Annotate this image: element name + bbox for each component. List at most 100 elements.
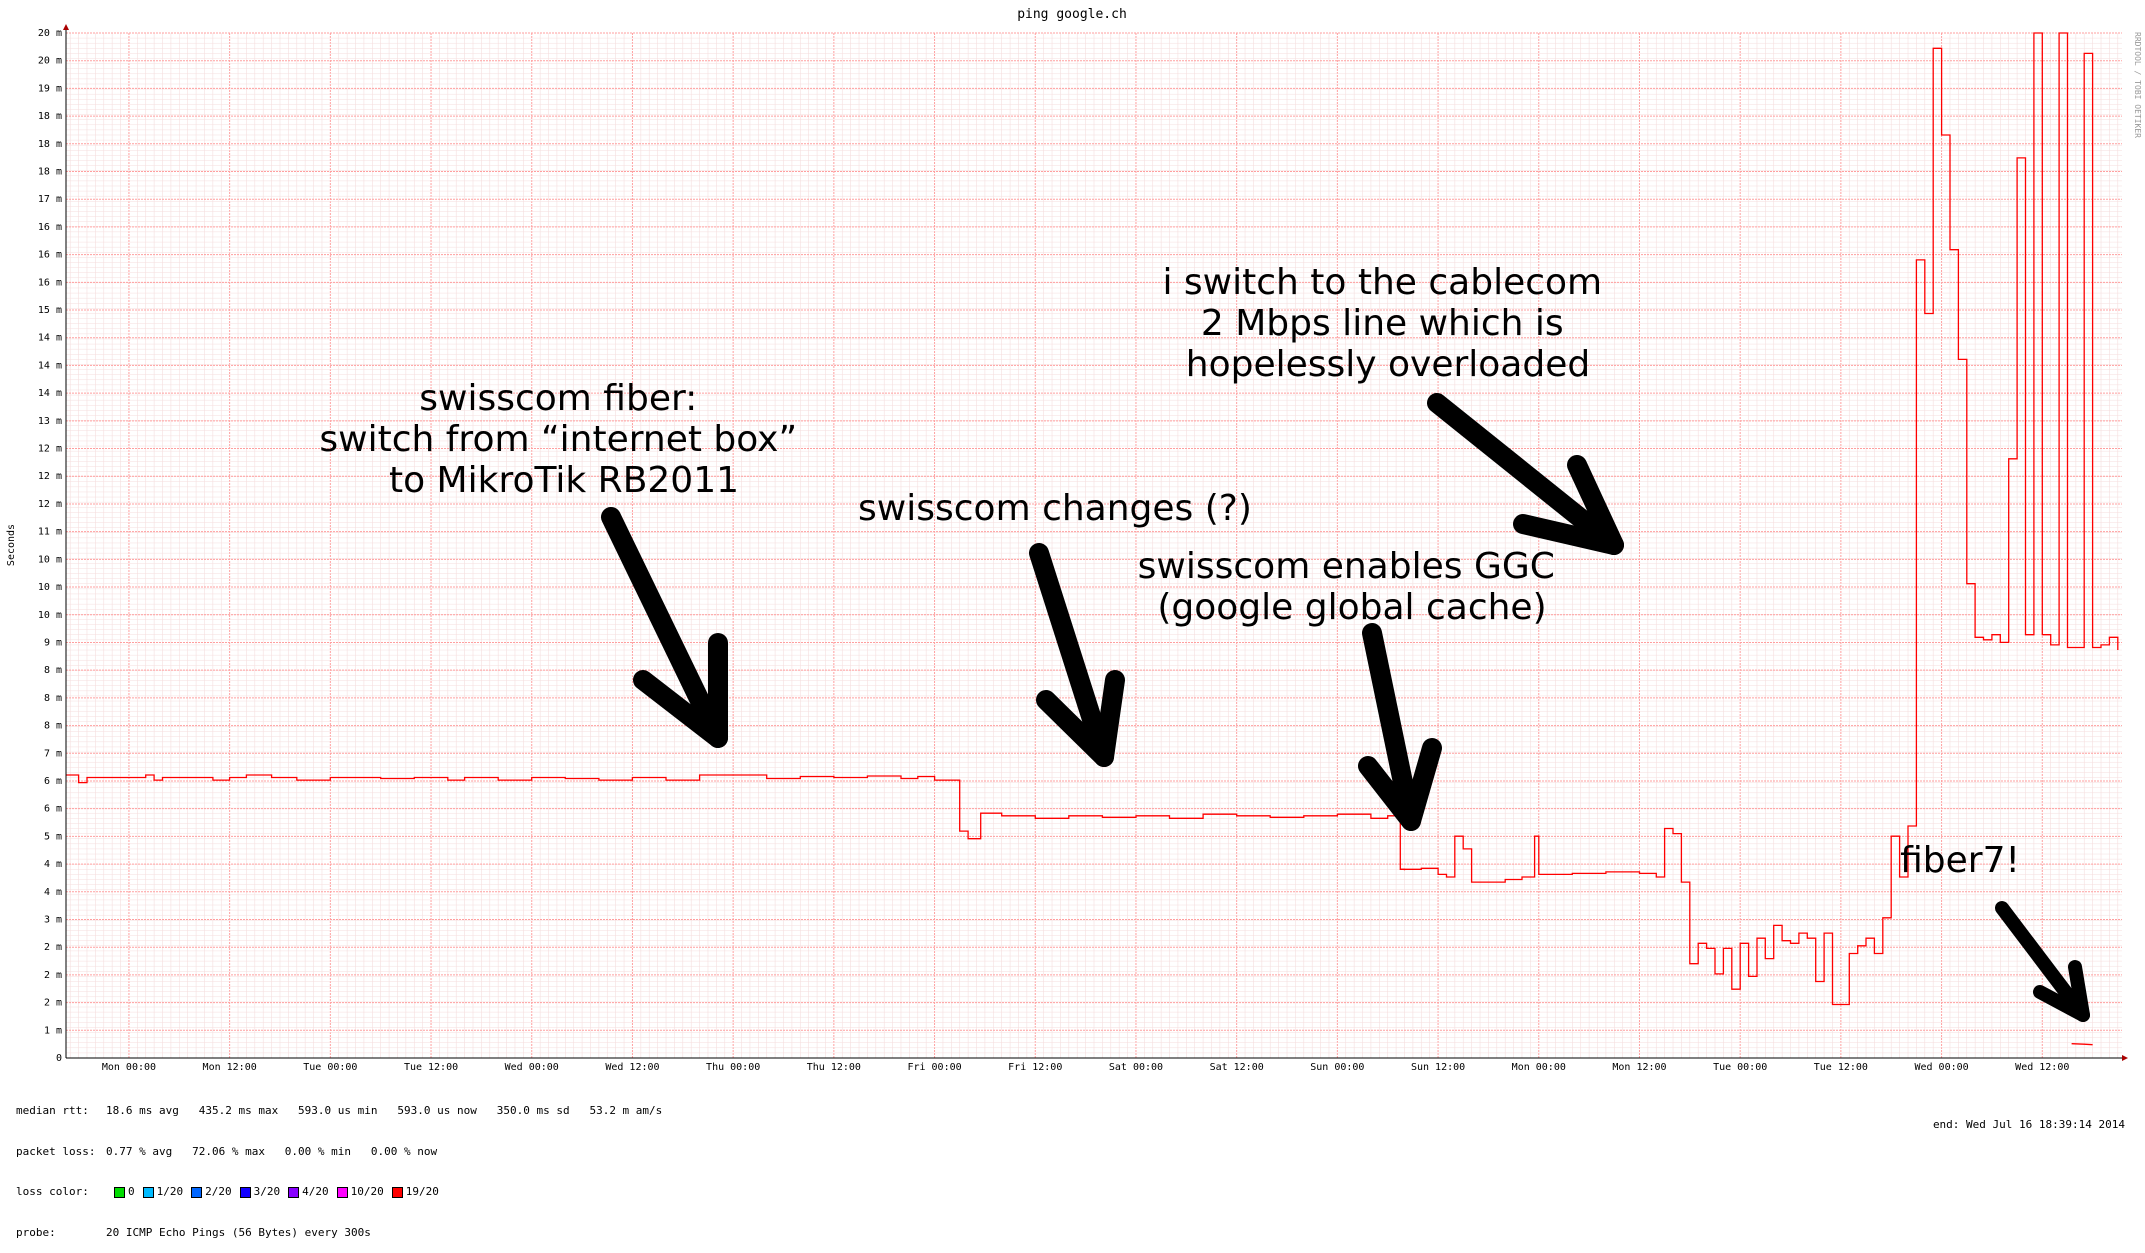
- annotation-line: i switch to the cablecom: [1162, 262, 1602, 303]
- annotation-arrows: [601, 393, 2090, 1022]
- series-line-fiber7: [2071, 1043, 2093, 1046]
- y-tick-label: 8 m: [44, 693, 62, 704]
- annotation-fiber7: fiber7!: [1900, 840, 2020, 881]
- y-tick-label: 20 m: [38, 56, 62, 67]
- watermark: RRDTOOL / TOBI OETIKER: [2133, 32, 2142, 138]
- y-tick-label: 7 m: [44, 748, 62, 759]
- y-tick-label: 14 m: [38, 333, 62, 344]
- loss-color-legend: 0 1/20 2/20 3/20 4/20 10/20 19/20: [106, 1185, 439, 1199]
- x-tick-label: Wed 12:00: [2015, 1062, 2069, 1073]
- x-tick-label: Mon 12:00: [203, 1062, 257, 1073]
- y-tick-label: 3 m: [44, 914, 62, 925]
- x-tick-label: Sun 12:00: [1411, 1062, 1465, 1073]
- legend-footer: median rtt: 18.6 ms avg 435.2 ms max 593.…: [16, 1077, 662, 1253]
- loss-color-swatch: [114, 1186, 125, 1198]
- probe-row: probe: 20 ICMP Echo Pings (56 Bytes) ever…: [16, 1226, 662, 1240]
- y-tick-label: 18 m: [38, 167, 62, 178]
- y-tick-label: 4 m: [44, 887, 62, 898]
- y-tick-label: 16 m: [38, 222, 62, 233]
- y-tick-label: 18 m: [38, 111, 62, 122]
- y-tick-label: 12 m: [38, 471, 62, 482]
- y-tick-label: 2 m: [44, 970, 62, 981]
- y-tick-label: 13 m: [38, 416, 62, 427]
- y-tick-label: 17 m: [38, 194, 62, 205]
- y-tick-label: 8 m: [44, 721, 62, 732]
- y-tick-label: 20 m: [38, 28, 62, 39]
- y-tick-label: 4 m: [44, 859, 62, 870]
- end-timestamp: end: Wed Jul 16 18:39:14 2014: [1932, 1118, 2125, 1131]
- annotation-line: hopelessly overloaded: [1186, 344, 1590, 385]
- y-tick-label: 18 m: [38, 139, 62, 150]
- chart-title: ping google.ch: [1017, 7, 1127, 22]
- y-axis-arrow: [63, 24, 69, 30]
- loss-color-swatch: [142, 1186, 154, 1198]
- y-tick-label: 5 m: [44, 831, 62, 842]
- y-tick-label: 10 m: [38, 610, 62, 621]
- loss-color-label-item: 1/20: [156, 1185, 184, 1198]
- chart-grid: [66, 32, 2122, 1059]
- y-tick-label: 10 m: [38, 582, 62, 593]
- x-tick-label: Wed 12:00: [605, 1062, 659, 1073]
- probe-label: probe:: [16, 1225, 56, 1239]
- y-tick-label: 11 m: [38, 527, 62, 538]
- x-tick-label: Thu 00:00: [706, 1062, 760, 1073]
- y-tick-label: 12 m: [38, 444, 62, 455]
- arrow-icon: [601, 507, 728, 748]
- annotation-swisscom-fiber: swisscom fiber: switch from “internet bo…: [319, 378, 808, 501]
- loss-color-row: loss color: 0 1/20 2/20 3/20 4/20 10/20 19/20: [16, 1185, 662, 1199]
- annotation-cablecom: i switch to the cablecom 2 Mbps line whi…: [1162, 262, 1613, 385]
- loss-color-swatch: [239, 1186, 251, 1198]
- loss-color-label-item: 3/20: [253, 1185, 281, 1198]
- x-tick-label: Mon 00:00: [102, 1062, 156, 1073]
- arrow-icon: [1995, 901, 2090, 1022]
- y-tick-label: 0: [56, 1053, 62, 1064]
- y-tick-label: 15 m: [38, 305, 62, 316]
- loss-color-swatch: [191, 1186, 203, 1198]
- x-tick-label: Thu 12:00: [807, 1062, 861, 1073]
- annotation-line: swisscom fiber:: [419, 378, 697, 419]
- loss-color-swatch: [336, 1186, 348, 1198]
- annotation-line: 2 Mbps line which is: [1201, 303, 1564, 344]
- y-tick-label: 16 m: [38, 250, 62, 261]
- x-tick-label: Sun 00:00: [1310, 1062, 1364, 1073]
- loss-color-label-item: 4/20: [302, 1185, 329, 1198]
- y-tick-label: 10 m: [38, 554, 62, 565]
- series-line: [1400, 868, 1406, 871]
- annotation-line: swisscom changes (?): [858, 488, 1252, 529]
- y-tick-label: 2 m: [44, 942, 62, 953]
- annotation-line: fiber7!: [1900, 840, 2020, 881]
- annotation-line: (google global cache): [1157, 587, 1546, 628]
- annotation-line: swisscom enables GGC: [1138, 546, 1555, 587]
- loss-color-label-item: 10/20: [350, 1185, 384, 1198]
- y-axis-ticks: 0 1 m 2 m 2 m 2 m 3 m 4 m 4 m 5 m 6 m 6 m 7 m 8 m 8 m…: [38, 28, 62, 1064]
- ping-chart: 0 1 m 2 m 2 m 2 m 3 m 4 m 4 m 5 m 6 m 6 m 7 m 8 m 8 m…: [6, 7, 2142, 1073]
- packet-loss-label: packet loss:: [16, 1144, 96, 1158]
- arrow-icon: [1358, 623, 1442, 831]
- y-tick-label: 16 m: [38, 277, 62, 288]
- y-tick-label: 1 m: [44, 1025, 62, 1036]
- loss-color-label: loss color:: [16, 1185, 89, 1198]
- annotation-line: switch from “internet box”: [319, 419, 797, 460]
- median-rtt-label: median rtt:: [16, 1104, 89, 1117]
- x-tick-label: Mon 00:00: [1512, 1062, 1566, 1073]
- annotation-line: to MikroTik RB2011: [389, 460, 739, 501]
- packet-loss-value: 0.77 % avg 72.06 % max 0.00 % min 0.00 %…: [106, 1144, 438, 1158]
- x-tick-label: Tue 00:00: [303, 1062, 357, 1073]
- annotation-swisscom-ggc: swisscom enables GGC (google global cach…: [1138, 546, 1567, 628]
- series-line: [66, 32, 2119, 1006]
- loss-color-label-item: 19/20: [405, 1185, 439, 1198]
- median-rtt-value: 18.6 ms avg 435.2 ms max 593.0 us min 59…: [106, 1104, 663, 1117]
- x-tick-label: Tue 12:00: [404, 1062, 458, 1073]
- x-tick-label: Wed 00:00: [1914, 1062, 1968, 1073]
- loss-color-swatch: [391, 1186, 403, 1198]
- arrow-icon: [1427, 393, 1624, 555]
- x-tick-label: Wed 00:00: [505, 1062, 559, 1073]
- y-axis-label: Seconds: [6, 524, 17, 566]
- y-tick-label: 6 m: [44, 776, 62, 787]
- y-tick-label: 2 m: [44, 998, 62, 1009]
- x-axis-ticks: Mon 00:00 Mon 12:00 Tue 00:00 Tue 12:00 Wed …: [102, 1062, 2070, 1073]
- loss-color-swatch: [288, 1186, 300, 1198]
- x-tick-label: Sat 12:00: [1210, 1062, 1264, 1073]
- x-axis-arrow: [2122, 1055, 2128, 1061]
- chart-series: [66, 32, 2119, 1046]
